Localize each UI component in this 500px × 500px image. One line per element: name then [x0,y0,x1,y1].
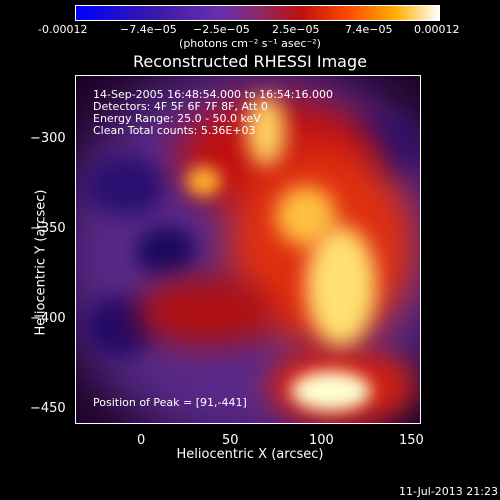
x-tick-label: 100 [309,433,334,448]
info-line: 14-Sep-2005 16:48:54.000 to 16:54:16.000 [93,88,333,101]
rhessi-image [75,75,421,424]
peak-position: Position of Peak = [91,-441] [93,396,247,409]
timestamp: 11-Jul-2013 21:23 [398,485,498,498]
info-line: Clean Total counts: 5.36E+03 [93,124,256,137]
x-axis-label: Heliocentric X (arcsec) [176,447,324,462]
colorbar-tick: −2.5e−05 [193,23,250,36]
info-line: Energy Range: 25.0 - 50.0 keV [93,112,261,125]
colorbar-tick: 2.5e−05 [272,23,320,36]
plot-title: Reconstructed RHESSI Image [133,52,367,71]
y-tick-label: −350 [30,221,66,236]
x-tick-label: 50 [222,433,239,448]
y-tick-label: −300 [30,131,66,146]
y-axis-label: Heliocentric Y (arcsec) [33,189,49,336]
colorbar-units: (photons cm⁻² s⁻¹ asec⁻²) [179,37,321,50]
colorbar-tick: -0.00012 [38,23,88,36]
colorbar-tick: 7.4e−05 [345,23,393,36]
x-tick-label: 150 [399,433,424,448]
y-tick-label: −450 [30,401,66,416]
info-line: Detectors: 4F 5F 6F 7F 8F, Att 0 [93,100,268,113]
colorbar-tick: 0.00012 [414,23,460,36]
y-tick-label: −400 [30,311,66,326]
colorbar-tick: −7.4e−05 [120,23,177,36]
colorbar [75,5,440,21]
x-tick-label: 0 [137,433,146,448]
